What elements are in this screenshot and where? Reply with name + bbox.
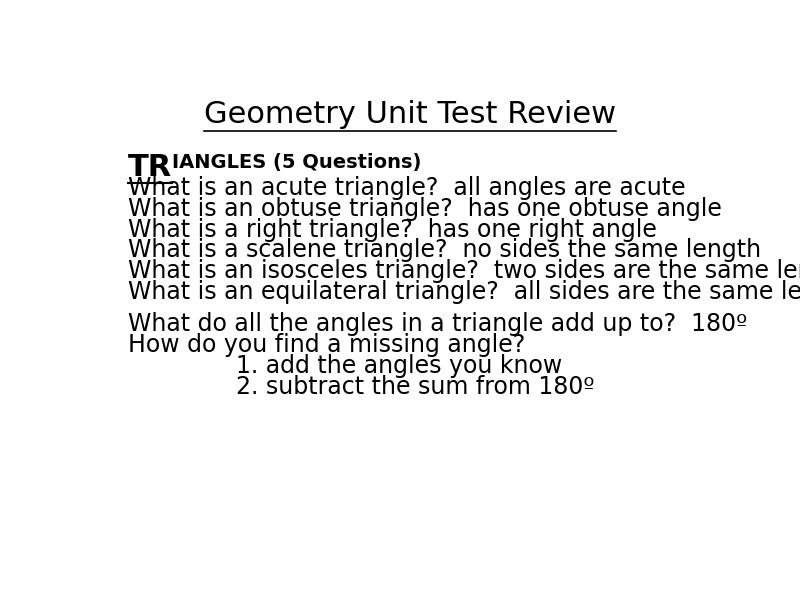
Text: What is a right triangle?  has one right angle: What is a right triangle? has one right … [128,218,657,242]
Text: What is an obtuse triangle?  has one obtuse angle: What is an obtuse triangle? has one obtu… [128,197,722,221]
Text: IANGLES (5 Questions): IANGLES (5 Questions) [172,153,422,172]
Text: TR: TR [128,153,172,182]
Text: How do you find a missing angle?: How do you find a missing angle? [128,333,525,357]
Text: 1. add the angles you know: 1. add the angles you know [237,354,562,378]
Text: What is an isosceles triangle?  two sides are the same length: What is an isosceles triangle? two sides… [128,259,800,283]
Text: 2. subtract the sum from 180º: 2. subtract the sum from 180º [237,374,595,398]
Text: What do all the angles in a triangle add up to?  180º: What do all the angles in a triangle add… [128,312,747,336]
Text: What is a scalene triangle?  no sides the same length: What is a scalene triangle? no sides the… [128,238,761,262]
Text: What is an acute triangle?  all angles are acute: What is an acute triangle? all angles ar… [128,176,686,200]
Text: What is an equilateral triangle?  all sides are the same length: What is an equilateral triangle? all sid… [128,280,800,304]
Text: Geometry Unit Test Review: Geometry Unit Test Review [204,100,616,129]
